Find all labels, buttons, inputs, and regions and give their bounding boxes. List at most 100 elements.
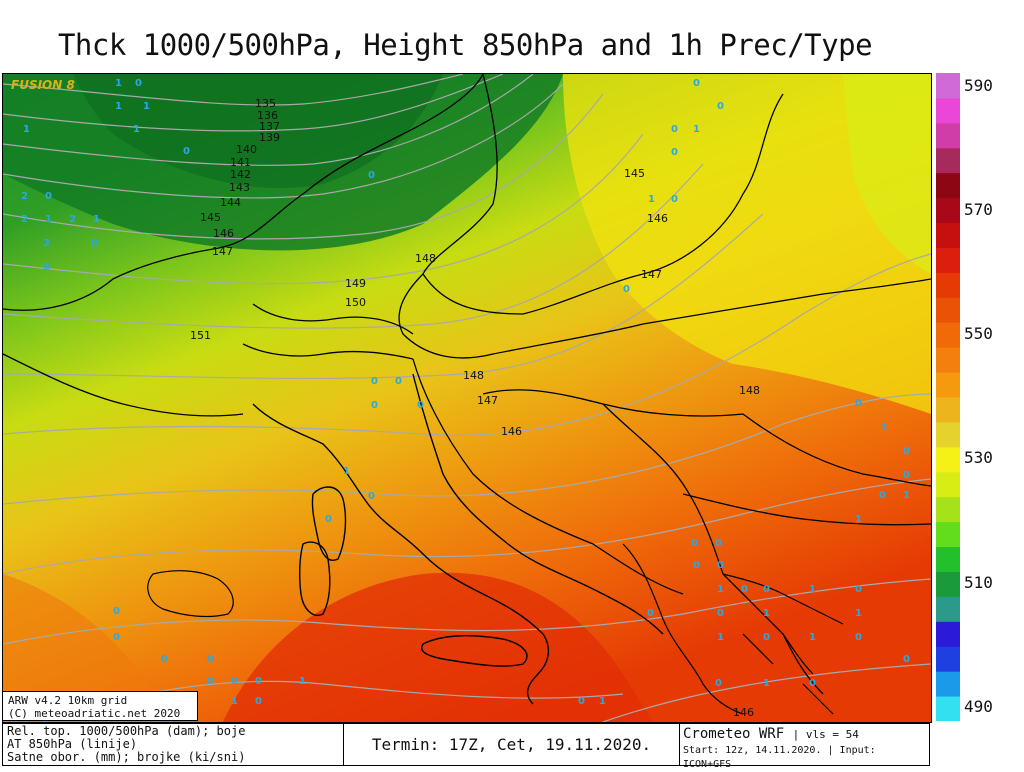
precip-mark: 0	[693, 560, 700, 571]
precip-mark: 2	[21, 191, 28, 202]
precip-mark: 0	[671, 147, 678, 158]
model-start: Start: 12z, 14.11.2020.	[683, 745, 822, 756]
model-input: Input: ICON+GFS	[683, 745, 876, 770]
balkan-coastline	[147, 543, 844, 715]
fusion-logo: FUSION 8	[11, 78, 75, 92]
precip-mark: 1	[45, 214, 52, 225]
colorbar-label: 590	[964, 76, 993, 95]
height-label: 140	[236, 143, 257, 156]
height-label: 150	[345, 296, 366, 309]
precip-mark: 2	[69, 214, 76, 225]
precip-mark: 1	[599, 696, 606, 707]
colorbar-swatch	[936, 646, 960, 672]
height-label: 148	[415, 252, 436, 265]
precip-mark: 0	[879, 490, 886, 501]
precip-mark: 0	[855, 398, 862, 409]
colorbar-swatch	[936, 147, 960, 174]
height-label: 147	[212, 245, 233, 258]
colorbar-swatch	[936, 297, 960, 323]
precip-mark: 0	[207, 676, 214, 687]
precip-mark: 0	[113, 606, 120, 617]
colorbar-swatch	[936, 421, 960, 448]
precip-mark: 1	[23, 124, 30, 135]
precip-mark: 1	[693, 124, 700, 135]
precip-mark: 1	[343, 466, 350, 477]
precip-mark: 0	[715, 538, 722, 549]
colorbar-swatch	[936, 596, 960, 622]
model-info: Crometeo WRF | vls = 54 Start: 12z, 14.1…	[683, 726, 876, 770]
precip-mark: 0	[183, 146, 190, 157]
precip-marks: 1 0 1 1 1 1 0 2 0 2 1 2 1 2 0 0 0 0 0 0 …	[21, 78, 910, 707]
precip-mark: 0	[207, 654, 214, 665]
precip-mark: 1	[717, 632, 724, 643]
height-label: 145	[624, 167, 645, 180]
precip-mark: 1	[855, 514, 862, 525]
colorbar-swatch	[936, 197, 960, 224]
precip-mark: 0	[717, 560, 724, 571]
yellow-region-east	[563, 74, 931, 414]
colorbar-swatch	[936, 73, 960, 99]
precip-mark: 0	[809, 678, 816, 689]
precip-mark: 0	[671, 194, 678, 205]
height-label: 139	[259, 131, 280, 144]
colorbar-swatch	[936, 97, 960, 124]
precip-mark: 0	[855, 632, 862, 643]
colorbar-swatch	[936, 471, 960, 498]
colorbar-swatch	[936, 446, 960, 473]
colorbar-swatch	[936, 372, 960, 398]
precip-mark: 1	[763, 678, 770, 689]
height-label: 136	[257, 109, 278, 122]
precip-mark: 0	[717, 101, 724, 112]
precip-mark: 1	[855, 608, 862, 619]
colorbar-swatch	[936, 621, 960, 647]
precip-mark: 1	[903, 490, 910, 501]
colorbar-swatch	[936, 496, 960, 523]
height-labels: 135 136 137 139 140 141 142 143 144 145 …	[190, 97, 760, 719]
height-isolines	[3, 74, 931, 722]
precip-mark: 0	[325, 514, 332, 525]
precip-mark: 2	[43, 238, 50, 249]
precip-mark: 0	[45, 191, 52, 202]
precip-mark: 0	[903, 654, 910, 665]
precip-mark: 0	[671, 124, 678, 135]
colorbar-swatch	[936, 247, 960, 273]
colorbar-swatch	[936, 571, 960, 597]
height-label: 146	[501, 425, 522, 438]
height-label: 143	[229, 181, 250, 194]
precip-mark: 0	[368, 491, 375, 502]
precip-mark: 1	[717, 584, 724, 595]
height-label: 146	[733, 706, 754, 719]
height-label: 146	[647, 212, 668, 225]
precip-mark: 0	[763, 584, 770, 595]
precip-mark: 1	[231, 696, 238, 707]
height-label: 147	[641, 268, 662, 281]
map-title: Thck 1000/500hPa, Height 850hPa and 1h P…	[57, 28, 873, 62]
height-label: 147	[477, 394, 498, 407]
colorbar-label: 530	[964, 448, 993, 467]
precip-mark: 1	[881, 422, 888, 433]
height-label: 142	[230, 168, 251, 181]
colorbar-swatch	[936, 397, 960, 423]
credit-box: ARW v4.2 10km grid (C) meteoadriatic.net…	[2, 691, 198, 721]
country-borders	[3, 74, 931, 695]
colorbar-label: 510	[964, 573, 993, 592]
precip-mark: 0	[135, 78, 142, 89]
precip-mark: 0	[647, 608, 654, 619]
colorbar-swatch	[936, 521, 960, 548]
height-label: 144	[220, 196, 241, 209]
italy-coastline	[252, 373, 664, 705]
precip-mark: 1	[143, 101, 150, 112]
precip-mark: 0	[903, 470, 910, 481]
colorbar-label: 570	[964, 200, 993, 219]
precip-mark: 0	[578, 696, 585, 707]
precip-mark: 1	[115, 78, 122, 89]
colorbar-label: 550	[964, 324, 993, 343]
colorbar-swatch	[936, 671, 960, 697]
height-label: 141	[230, 156, 251, 169]
precip-mark: 0	[368, 170, 375, 181]
colorbar-swatch	[936, 222, 960, 248]
orange-region-sw	[3, 574, 173, 722]
colorbar-swatch	[936, 322, 960, 348]
precip-mark: 0	[717, 608, 724, 619]
light-green-region-ne	[843, 74, 931, 274]
